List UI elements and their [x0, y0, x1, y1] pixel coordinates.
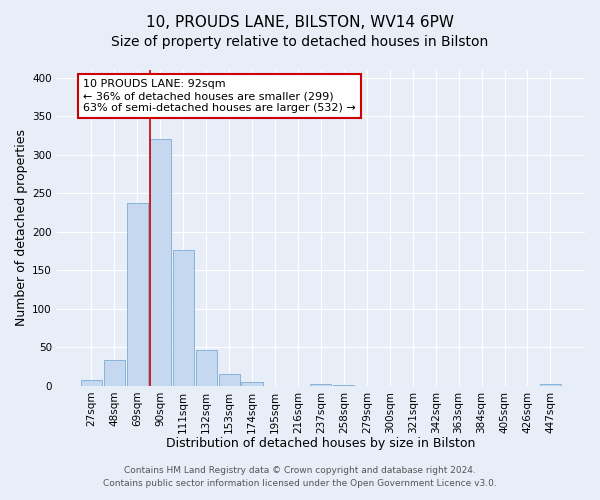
Bar [196, 350, 217, 386]
Bar [104, 360, 125, 386]
Y-axis label: Number of detached properties: Number of detached properties [15, 130, 28, 326]
Text: 10, PROUDS LANE, BILSTON, WV14 6PW: 10, PROUDS LANE, BILSTON, WV14 6PW [146, 15, 454, 30]
Bar [540, 384, 561, 386]
Bar [173, 250, 194, 386]
Text: Contains HM Land Registry data © Crown copyright and database right 2024.
Contai: Contains HM Land Registry data © Crown c… [103, 466, 497, 487]
Bar [149, 140, 171, 386]
Text: 10 PROUDS LANE: 92sqm
← 36% of detached houses are smaller (299)
63% of semi-det: 10 PROUDS LANE: 92sqm ← 36% of detached … [83, 80, 356, 112]
Bar [81, 380, 102, 386]
Bar [218, 374, 239, 386]
Bar [333, 385, 355, 386]
Text: Size of property relative to detached houses in Bilston: Size of property relative to detached ho… [112, 35, 488, 49]
Bar [127, 202, 148, 386]
Bar [310, 384, 331, 386]
Bar [241, 382, 263, 386]
X-axis label: Distribution of detached houses by size in Bilston: Distribution of detached houses by size … [166, 437, 476, 450]
